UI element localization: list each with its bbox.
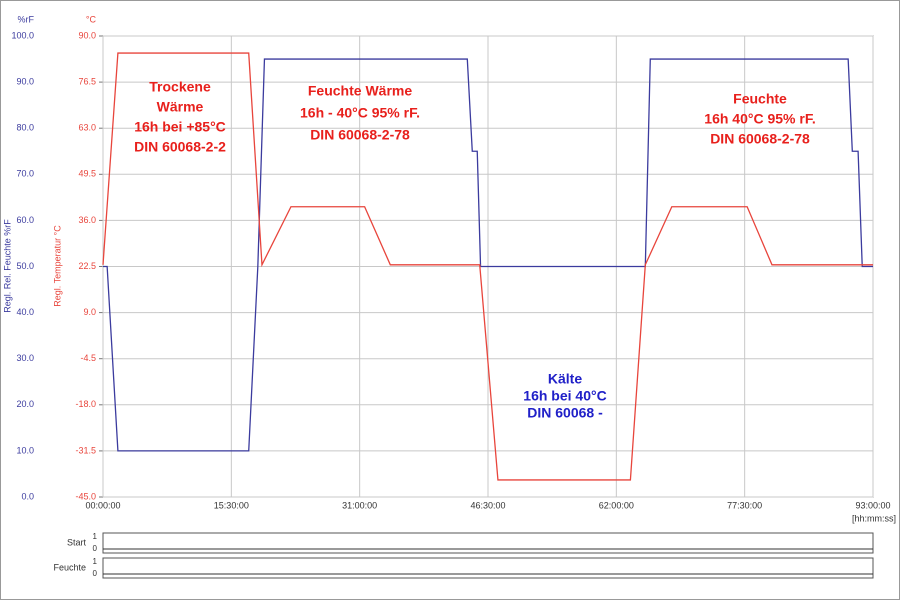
annotation: Kälte xyxy=(548,371,582,387)
y2-tick-label: 63.0 xyxy=(78,123,96,133)
y-tick-label: 90.0 xyxy=(16,76,34,86)
annotation: Wärme xyxy=(157,99,204,115)
y-axis-title: Regl. Rel. Feuchte %rF xyxy=(2,219,12,313)
x-tick-label: 77:30:00 xyxy=(727,500,762,510)
x-tick-label: 46:30:00 xyxy=(470,500,505,510)
channel-panel xyxy=(102,557,874,579)
series-line xyxy=(103,58,873,452)
annotation: DIN 60068 - xyxy=(527,405,603,421)
series-line xyxy=(102,52,873,481)
annotation: Trockene xyxy=(149,79,211,95)
y2-tick-label: -18.0 xyxy=(75,399,96,409)
channel-label: Feuchte xyxy=(53,562,86,572)
y-tick-label: 0.0 xyxy=(21,491,34,501)
x-tick-label: 00:00:00 xyxy=(85,500,120,510)
x-tick-label: 62:00:00 xyxy=(599,500,634,510)
channel-tick-label: 0 xyxy=(93,569,98,578)
annotation: Feuchte Wärme xyxy=(308,83,412,99)
y-tick-label: 30.0 xyxy=(16,353,34,363)
y2-axis-title: Regl. Temperatur °C xyxy=(52,225,62,307)
x-tick-label: 93:00:00 xyxy=(855,500,890,510)
y-unit: %rF xyxy=(18,14,35,24)
channel-label: Start xyxy=(67,537,87,547)
channel-panel xyxy=(102,532,874,554)
y2-tick-label: -31.5 xyxy=(75,445,96,455)
y-tick-label: 20.0 xyxy=(16,399,34,409)
y2-tick-label: 9.0 xyxy=(83,307,96,317)
y2-tick-label: -4.5 xyxy=(80,353,96,363)
y2-unit: °C xyxy=(86,14,97,24)
y2-tick-label: 49.5 xyxy=(78,169,96,179)
annotation: 16h bei 40°C xyxy=(523,388,606,404)
y2-tick-label: 90.0 xyxy=(78,30,96,40)
annotation: 16h - 40°C 95% rF. xyxy=(300,105,420,121)
y2-tick-label: 76.5 xyxy=(78,76,96,86)
y-tick-label: 70.0 xyxy=(16,169,34,179)
y-tick-label: 60.0 xyxy=(16,215,34,225)
y-tick-label: 80.0 xyxy=(16,123,34,133)
y-tick-label: 100.0 xyxy=(11,30,34,40)
annotation: DIN 60068-2-2 xyxy=(134,139,226,155)
annotation: DIN 60068-2-78 xyxy=(310,127,410,143)
channel-tick-label: 0 xyxy=(93,544,98,553)
x-tick-label: 31:00:00 xyxy=(342,500,377,510)
annotation: 16h bei +85°C xyxy=(134,119,226,135)
annotation: Feuchte xyxy=(733,91,787,107)
x-unit: [hh:mm:ss] xyxy=(852,513,896,523)
y-tick-label: 50.0 xyxy=(16,261,34,271)
annotation: DIN 60068-2-78 xyxy=(710,131,810,147)
channel-tick-label: 1 xyxy=(93,532,98,541)
y2-tick-label: 22.5 xyxy=(78,261,96,271)
x-tick-label: 15:30:00 xyxy=(214,500,249,510)
annotation: 16h 40°C 95% rF. xyxy=(704,111,815,127)
y-tick-label: 10.0 xyxy=(16,445,34,455)
channel-tick-label: 1 xyxy=(93,557,98,566)
y-tick-label: 40.0 xyxy=(16,307,34,317)
y2-tick-label: -45.0 xyxy=(75,491,96,501)
y2-tick-label: 36.0 xyxy=(78,215,96,225)
